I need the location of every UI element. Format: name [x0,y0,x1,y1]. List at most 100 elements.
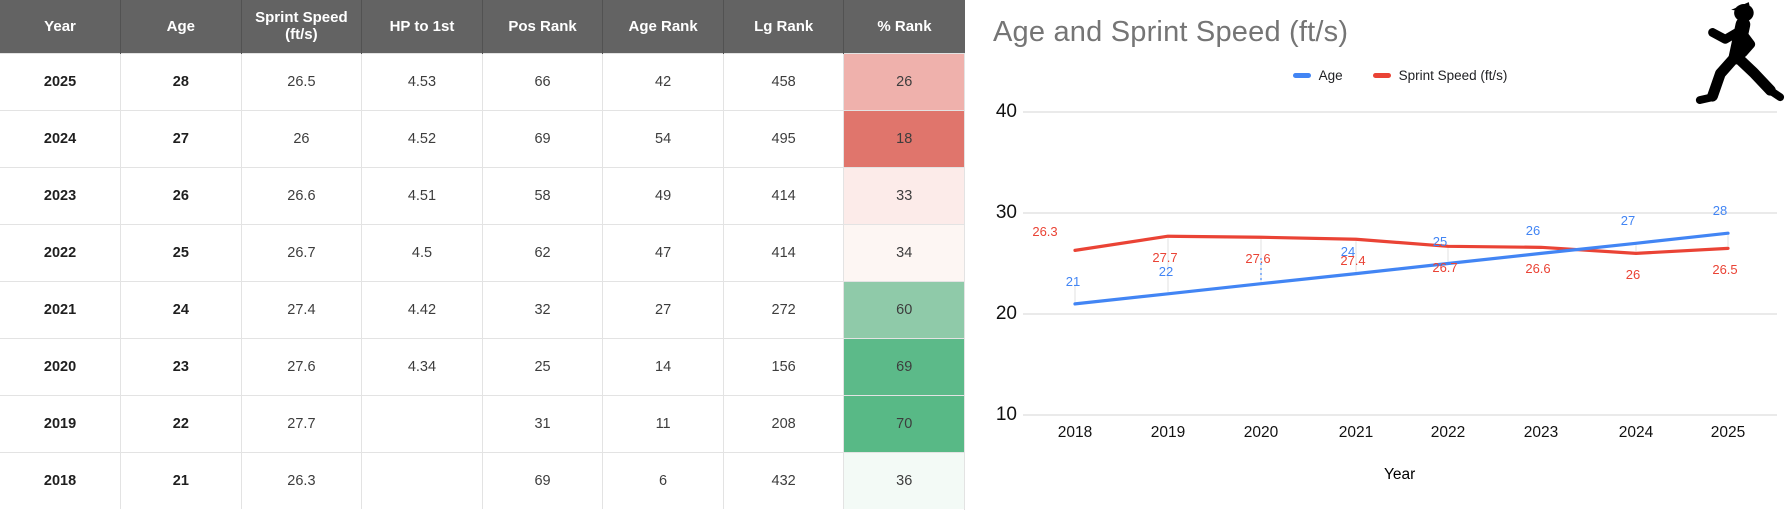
sprint-label-2024: 26 [1625,267,1641,283]
legend-dash-icon [1372,73,1391,78]
y-tick-20: 20 [995,303,1017,324]
chart-legend: Age Sprint Speed (ft/s) [1023,68,1777,83]
cell-year: 2020 [0,337,122,396]
cell-age-rank: 6 [602,451,724,509]
cell-age-rank: 54 [602,109,724,168]
cell-hp-to-1st: 4.51 [361,166,483,225]
y-tick-30: 30 [995,202,1017,223]
cell-lg-rank: 272 [722,280,845,339]
sprint-label-2019: 27.7 [1152,250,1178,266]
age-label-2022: 25 [1432,233,1448,249]
header-cell-lg-rank: Lg Rank [723,0,845,53]
cap-brim [1731,2,1751,12]
cell--rank: 36 [843,451,965,509]
cell-year: 2021 [0,280,122,339]
table-row-2019: 2019 22 27.7 31 11 208 70 [0,394,965,453]
cell-age: 21 [120,451,242,509]
age-label-2021: 24 [1340,243,1356,259]
x-tick-2018: 2018 [1057,424,1093,441]
legend-item-sprint-speed-ft-s-: Sprint Speed (ft/s) [1372,68,1508,83]
sprint-label-2020: 27.6 [1245,251,1271,267]
cell-lg-rank: 495 [722,109,845,168]
x-tick-2020: 2020 [1243,424,1279,441]
cell-year: 2023 [0,166,122,225]
cell-lg-rank: 414 [722,223,845,282]
cell-lg-rank: 458 [722,52,845,111]
cell-age: 26 [120,166,242,225]
cell-pos-rank: 58 [481,166,604,225]
legend-dash-icon [1292,73,1311,78]
cell-pos-rank: 25 [481,337,604,396]
cell-pos-rank: 69 [481,451,604,509]
baseball-player-icon [1695,2,1785,104]
age-label-2018: 21 [1065,273,1081,289]
cell-lg-rank: 156 [722,337,845,396]
cell-age-rank: 49 [602,166,724,225]
age-label-2025: 28 [1712,203,1728,219]
x-tick-2023: 2023 [1523,424,1559,441]
cell-year: 2024 [0,109,122,168]
cell-year: 2022 [0,223,122,282]
cell-age-rank: 42 [602,52,724,111]
cell-sprint-speed-ft-s-: 27.7 [240,394,363,453]
sprint-label-2018: 26.3 [1032,224,1058,240]
cell-hp-to-1st: 4.52 [361,109,483,168]
cell--rank: 60 [843,280,965,339]
chart-title: Age and Sprint Speed (ft/s) [993,16,1349,48]
cell-age: 28 [120,52,242,111]
legend-item-age: Age [1292,68,1343,83]
cell-sprint-speed-ft-s-: 26.7 [240,223,363,282]
cell-age-rank: 14 [602,337,724,396]
series-line-sprint-speed-ft-s- [1073,234,1730,255]
table-row-2021: 2021 24 27.4 4.42 32 27 272 60 [0,280,965,339]
x-tick-2025: 2025 [1710,424,1746,441]
cell-hp-to-1st: 4.53 [361,52,483,111]
cell-age-rank: 47 [602,223,724,282]
legend-label: Age [1318,68,1343,83]
cell-hp-to-1st: 4.5 [361,223,483,282]
cell-pos-rank: 66 [481,52,604,111]
chart-panel: Age and Sprint Speed (ft/s) Age Sprint Sp… [965,0,1792,510]
stats-table-panel: Year Age Sprint Speed (ft/s) HP to 1st Pos R… [0,0,965,510]
age-label-2024: 27 [1620,213,1636,229]
cell-sprint-speed-ft-s-: 26 [240,109,363,168]
cell-age: 22 [120,394,242,453]
cell--rank: 18 [843,109,965,168]
age-label-2019: 22 [1158,263,1174,279]
cell--rank: 70 [843,394,965,453]
stats-table: Year Age Sprint Speed (ft/s) HP to 1st Pos R… [0,0,965,509]
cell-year: 2025 [0,52,122,111]
cell-pos-rank: 32 [481,280,604,339]
cell-hp-to-1st: 4.34 [361,337,483,396]
cell-hp-to-1st [361,394,483,453]
x-tick-2022: 2022 [1430,424,1466,441]
cell-pos-rank: 62 [481,223,604,282]
table-header-row: Year Age Sprint Speed (ft/s) HP to 1st Pos R… [0,0,965,53]
x-tick-2024: 2024 [1618,424,1654,441]
table-row-2020: 2020 23 27.6 4.34 25 14 156 69 [0,337,965,396]
header-cell-sprint-speed-ft-s-: Sprint Speed (ft/s) [241,0,363,53]
cell-age: 23 [120,337,242,396]
cell--rank: 69 [843,337,965,396]
cell-pos-rank: 31 [481,394,604,453]
cell-age-rank: 27 [602,280,724,339]
cell-sprint-speed-ft-s-: 26.3 [240,451,363,509]
cell--rank: 34 [843,223,965,282]
y-tick-10: 10 [995,404,1017,425]
x-tick-2021: 2021 [1338,424,1374,441]
header-cell-age: Age [120,0,242,53]
header-cell-pos-rank: Pos Rank [482,0,604,53]
cell--rank: 26 [843,52,965,111]
sprint-label-2022: 26.7 [1432,260,1458,276]
table-row-2024: 2024 27 26 4.52 69 54 495 18 [0,109,965,168]
table-row-2023: 2023 26 26.6 4.51 58 49 414 33 [0,166,965,225]
cell-sprint-speed-ft-s-: 27.6 [240,337,363,396]
header-cell-age-rank: Age Rank [602,0,724,53]
cell-age-rank: 11 [602,394,724,453]
cell-pos-rank: 69 [481,109,604,168]
cell-age: 27 [120,109,242,168]
y-tick-40: 40 [995,101,1017,122]
header-cell--rank: % Rank [843,0,965,53]
legend-label: Sprint Speed (ft/s) [1398,68,1508,83]
